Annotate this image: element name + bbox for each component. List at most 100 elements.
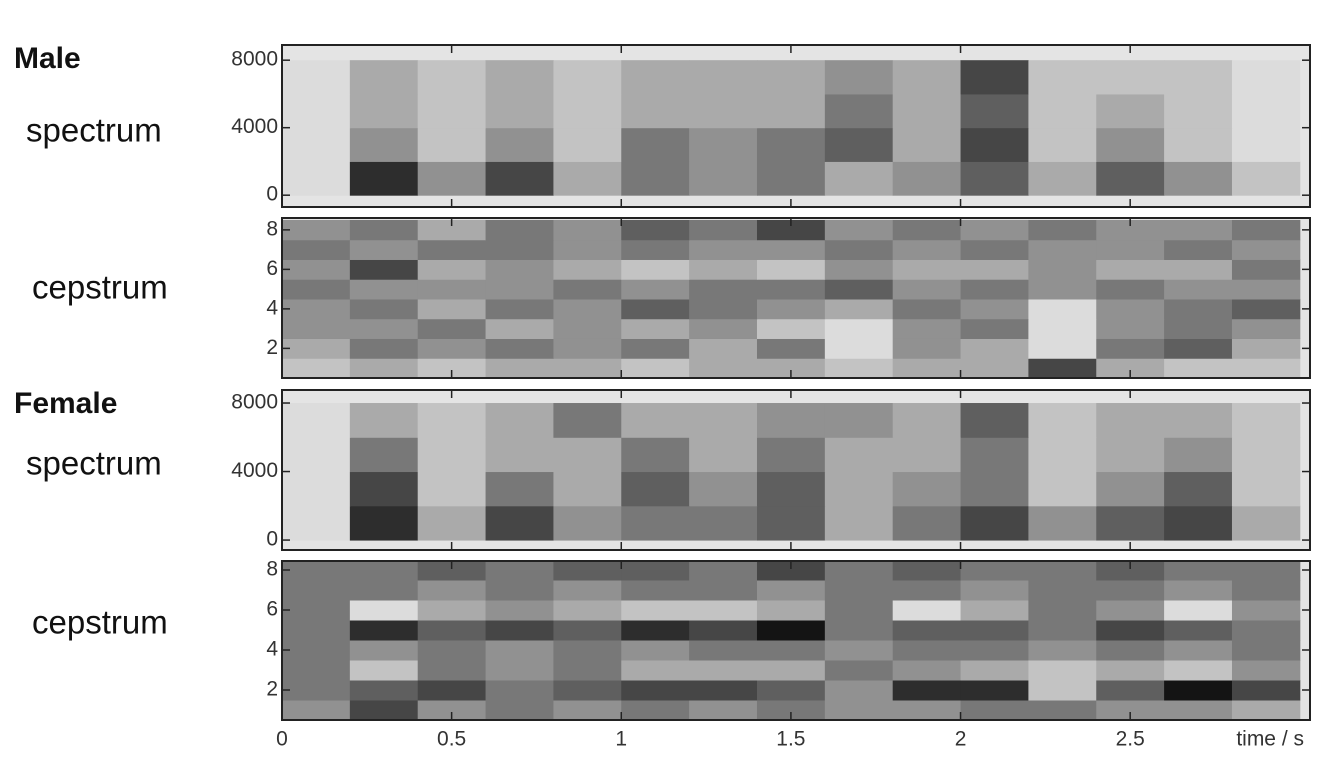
heatmap-cell: [282, 338, 351, 359]
heatmap-cell: [621, 561, 690, 581]
heatmap-cell: [689, 127, 758, 162]
heatmap-cell: [553, 298, 622, 320]
heatmap-cell: [553, 219, 622, 241]
heatmap-cell: [689, 620, 758, 641]
heatmap-cell: [417, 338, 487, 359]
heatmap-cell: [824, 680, 894, 701]
heatmap-cell: [349, 620, 419, 641]
heatmap-cell: [756, 561, 826, 581]
heatmap-cell: [485, 239, 554, 260]
heatmap-cell: [960, 561, 1029, 581]
heatmap-cell: [485, 60, 554, 95]
heatmap-cell: [892, 471, 962, 507]
heatmap-cell: [485, 127, 554, 162]
heatmap-cell: [824, 60, 894, 95]
heatmap-cell: [621, 600, 690, 621]
heatmap-cell: [1028, 338, 1097, 359]
heatmap-cell: [349, 580, 419, 601]
heatmap-cell: [689, 640, 758, 661]
heatmap-cell: [824, 219, 894, 241]
heatmap-cell: [892, 93, 962, 129]
heatmap-cell: [417, 127, 487, 162]
heatmap-cell: [621, 219, 690, 241]
heatmap-cell: [1231, 660, 1301, 681]
heatmap-cell: [756, 279, 826, 300]
y-tick-label: 2: [266, 678, 278, 701]
heatmap-cell: [756, 259, 826, 280]
heatmap-cell: [621, 318, 690, 339]
heatmap-cell: [553, 93, 622, 129]
heatmap-cell: [621, 338, 690, 359]
heatmap-cell: [892, 318, 962, 339]
heatmap-cell: [756, 358, 826, 378]
heatmap-cell: [417, 279, 487, 300]
heatmap-cell: [892, 561, 962, 581]
x-tick-label: 1: [615, 728, 627, 751]
heatmap-cell: [282, 318, 351, 339]
heatmap-cell: [689, 600, 758, 621]
heatmap-cell: [892, 580, 962, 601]
heatmap-cell: [349, 93, 419, 129]
heatmap-cell: [756, 403, 826, 438]
panel-label: spectrum: [26, 445, 162, 482]
heatmap-cell: [689, 700, 758, 720]
heatmap-cell: [553, 161, 622, 196]
panel-label: spectrum: [26, 112, 162, 149]
heatmap-cell: [1028, 620, 1097, 641]
heatmap-cell: [892, 219, 962, 241]
heatmap-cell: [824, 561, 894, 581]
heatmap-cell: [1096, 239, 1165, 260]
heatmap-cell: [349, 561, 419, 581]
heatmap-cell: [1164, 279, 1233, 300]
heatmap-cell: [553, 318, 622, 339]
heatmap-cell: [960, 505, 1029, 541]
heatmap-cell: [1231, 338, 1301, 359]
heatmap-cell: [417, 60, 487, 95]
heatmap-cell: [824, 600, 894, 621]
heatmap-cell: [689, 93, 758, 129]
heatmap-cell: [689, 437, 758, 473]
heatmap-cell: [689, 338, 758, 359]
heatmap-cell: [282, 93, 351, 129]
heatmap-cell: [1164, 358, 1233, 378]
heatmap-cell: [282, 259, 351, 280]
heatmap-cell: [1164, 620, 1233, 641]
heatmap-cell: [1096, 505, 1165, 541]
panel-frame: [281, 44, 1311, 208]
heatmap-cell: [1096, 640, 1165, 661]
x-axis-label: time / s: [1236, 728, 1304, 751]
heatmap-cell: [282, 437, 351, 473]
heatmap-cell: [1096, 93, 1165, 129]
heatmap-cell: [621, 161, 690, 196]
heatmap-cell: [824, 580, 894, 601]
heatmap-cell: [349, 279, 419, 300]
heatmap-cell: [1096, 358, 1165, 378]
heatmap-cell: [553, 338, 622, 359]
heatmap-cell: [960, 298, 1029, 320]
heatmap-cell: [349, 680, 419, 701]
heatmap-cell: [417, 219, 487, 241]
heatmap-cell: [824, 700, 894, 720]
heatmap-cell: [1096, 700, 1165, 720]
heatmap-cell: [417, 93, 487, 129]
heatmap-cell: [349, 505, 419, 541]
heatmap-cell: [1164, 403, 1233, 438]
heatmap-cell: [621, 239, 690, 260]
heatmap-cell: [282, 640, 351, 661]
heatmap-cell: [417, 620, 487, 641]
heatmap-cell: [756, 161, 826, 196]
heatmap-cell: [1028, 471, 1097, 507]
heatmap-cell: [960, 700, 1029, 720]
heatmap-cell: [756, 505, 826, 541]
panel-label: cepstrum: [32, 269, 168, 306]
heatmap-cell: [892, 161, 962, 196]
y-tick-label: 0: [266, 183, 278, 206]
y-tick-label: 0: [266, 528, 278, 551]
heatmap-cell: [417, 403, 487, 438]
y-tick-label: 8: [266, 217, 278, 240]
heatmap-cell: [960, 127, 1029, 162]
heatmap-cell: [553, 259, 622, 280]
heatmap-cell: [1096, 600, 1165, 621]
heatmap-cell: [824, 239, 894, 260]
